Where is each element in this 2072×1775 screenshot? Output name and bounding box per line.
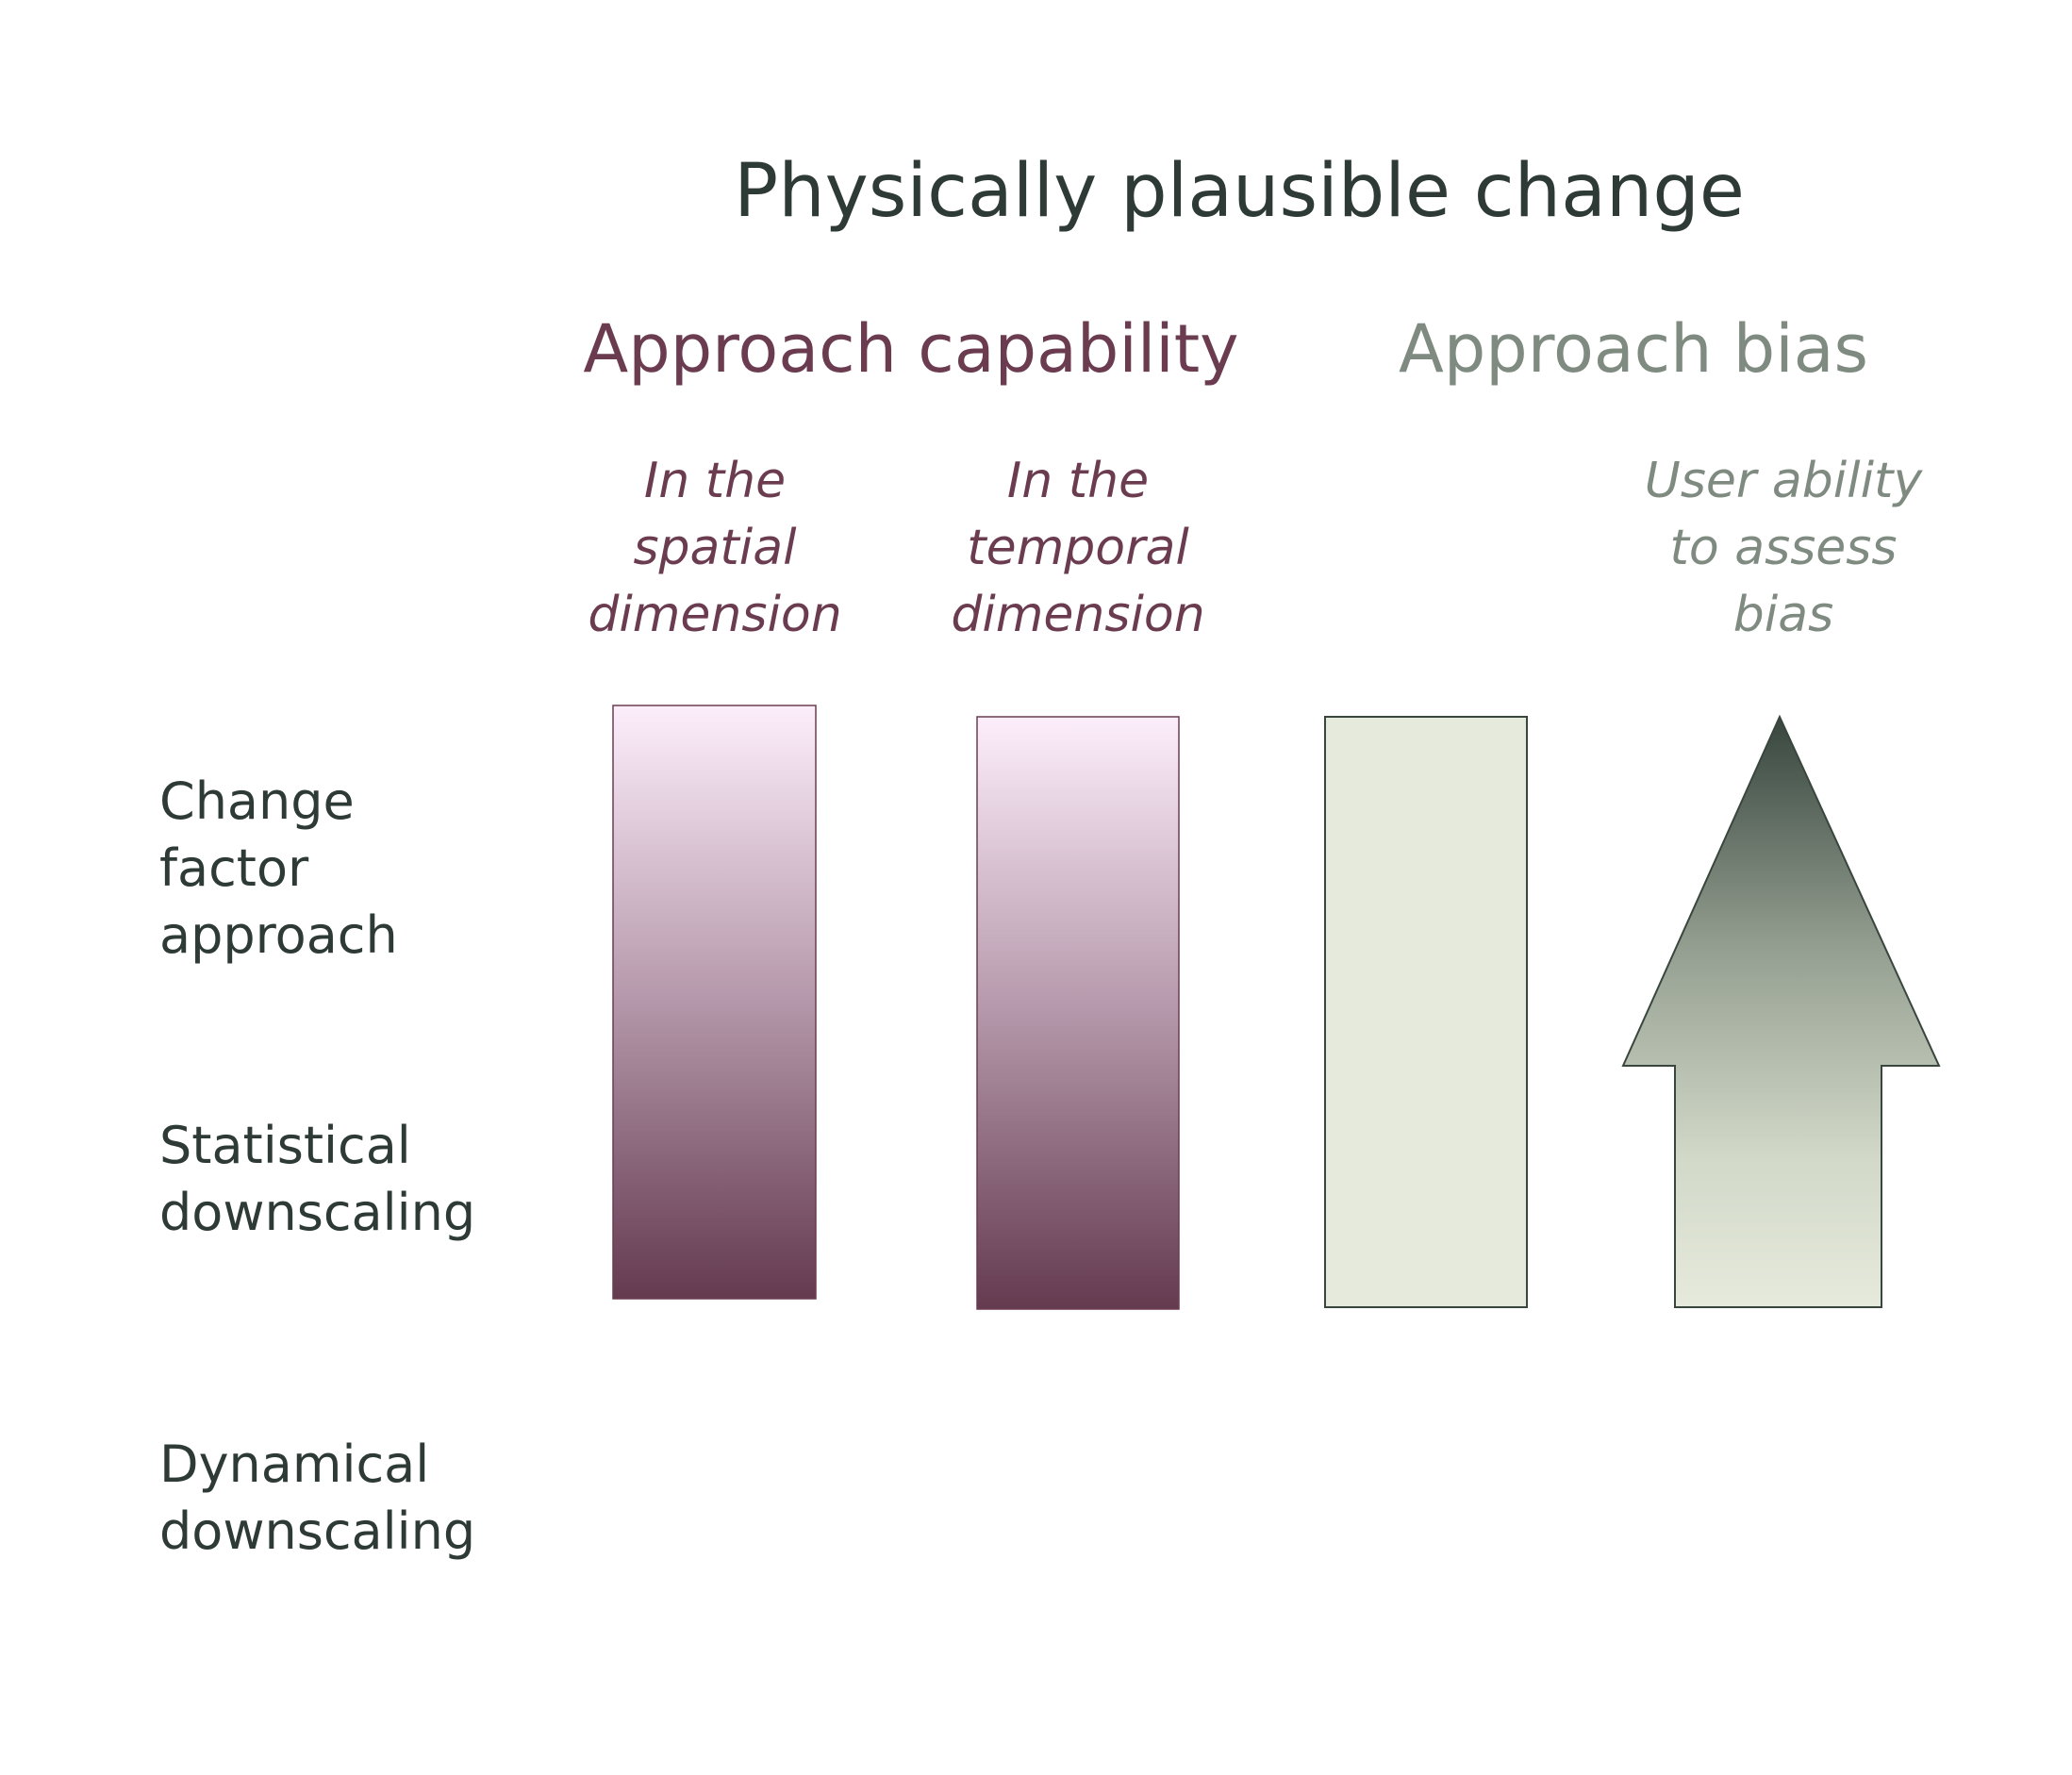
approach-capability-heading: Approach capability <box>583 310 1239 388</box>
label-line: dimension <box>951 587 1205 643</box>
bias-bar <box>1324 716 1528 1308</box>
label-line: downscaling <box>159 1501 476 1561</box>
label-line: approach <box>159 905 398 965</box>
user-ability-arrow-icon <box>1621 714 1941 1308</box>
temporal-dimension-label: In the temporal dimension <box>889 448 1267 649</box>
label-line: spatial <box>633 520 797 576</box>
label-line: In the <box>643 453 787 509</box>
label-line: temporal <box>967 520 1189 576</box>
temporal-capability-bar <box>976 716 1180 1310</box>
label-line: downscaling <box>159 1183 476 1242</box>
row-label-statistical: Statistical downscaling <box>159 1112 475 1246</box>
row-label-dynamical: Dynamical downscaling <box>159 1431 475 1565</box>
label-line: Dynamical <box>159 1435 430 1494</box>
diagram-title: Physically plausible change <box>734 149 1745 234</box>
label-line: factor <box>159 838 309 898</box>
label-line: bias <box>1732 587 1834 643</box>
label-line: In the <box>1006 453 1150 509</box>
approach-bias-heading: Approach bias <box>1398 310 1869 388</box>
label-line: Statistical <box>159 1116 411 1175</box>
label-line: dimension <box>588 587 842 643</box>
spatial-capability-bar <box>612 705 817 1300</box>
label-line: Change <box>159 771 355 831</box>
spatial-dimension-label: In the spatial dimension <box>526 448 903 649</box>
row-label-change-factor: Change factor approach <box>159 768 398 969</box>
label-line: User ability <box>1644 453 1923 509</box>
user-ability-label: User ability to assess bias <box>1595 448 1972 649</box>
label-line: to assess <box>1669 520 1898 576</box>
